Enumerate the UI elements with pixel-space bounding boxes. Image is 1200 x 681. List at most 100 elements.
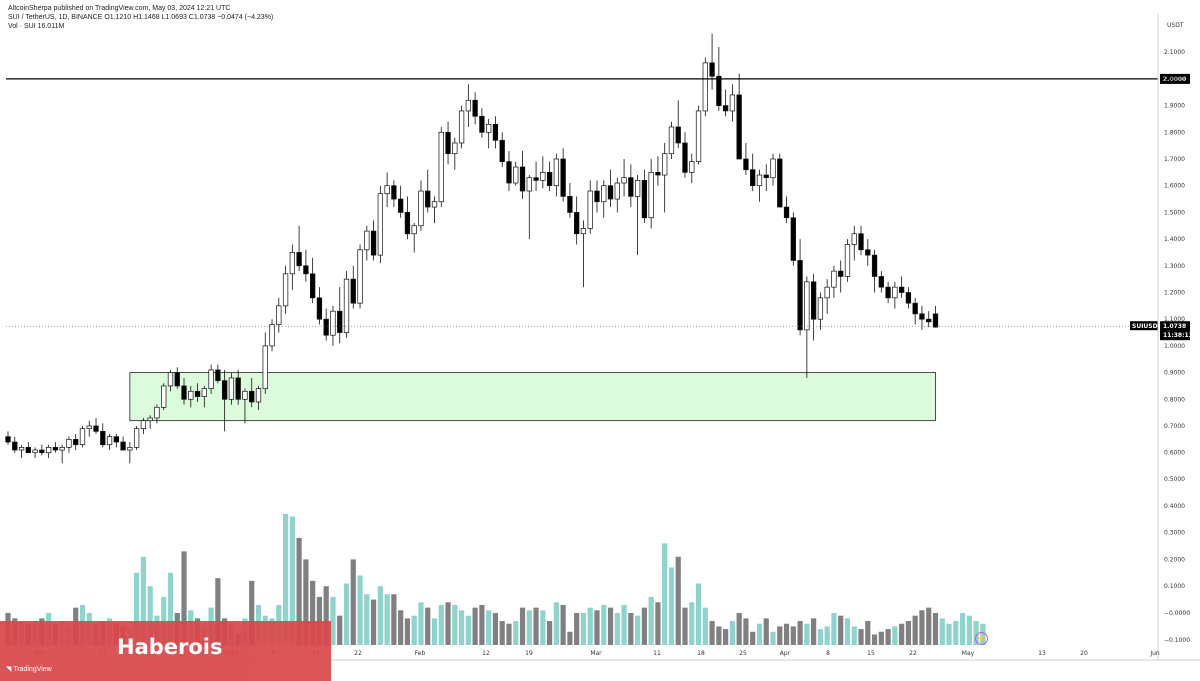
- candle-body: [614, 182, 620, 200]
- x-tick-label: Mar: [590, 650, 602, 657]
- candle-body: [777, 158, 783, 208]
- volume-bar: [384, 594, 390, 645]
- candle: [398, 185, 404, 218]
- volume-bar: [607, 607, 614, 645]
- last-price-tag: [1160, 321, 1190, 341]
- candle-body: [831, 270, 837, 288]
- candle-body: [323, 318, 329, 336]
- candle-body: [526, 177, 532, 192]
- volume-bar: [939, 618, 945, 645]
- candle: [425, 169, 431, 213]
- candle: [587, 180, 593, 234]
- candle: [452, 137, 458, 170]
- y-tick-label: 1.4000: [1164, 236, 1185, 243]
- candle-body: [25, 447, 31, 454]
- candle: [282, 265, 289, 314]
- candle: [844, 239, 851, 282]
- candle: [756, 169, 763, 202]
- currency-label: USDT: [1167, 22, 1184, 29]
- candle-body: [513, 166, 519, 184]
- candle: [614, 177, 620, 213]
- volume-bar: [465, 615, 471, 645]
- candle: [66, 436, 72, 453]
- candle-body: [147, 417, 153, 422]
- overlay-layer: 2.0000 SUIUSDT 1.0738 11:38:13: [6, 73, 1193, 341]
- resistance-tag: [1160, 73, 1190, 84]
- candle-body: [181, 385, 187, 400]
- y-tick-label: 0.9000: [1164, 370, 1185, 377]
- candle-body: [804, 281, 810, 331]
- volume-bar: [621, 604, 627, 645]
- candle: [662, 142, 668, 213]
- candle: [418, 180, 424, 232]
- y-tick-label: 0.4000: [1164, 503, 1185, 510]
- symbol-tag-label: SUIUSDT: [1132, 323, 1163, 330]
- candle: [364, 225, 370, 261]
- flash-icon[interactable]: ⚡: [975, 632, 988, 645]
- candle-body: [675, 126, 681, 144]
- candle: [289, 244, 295, 290]
- volume-bar: [723, 629, 729, 645]
- candle: [337, 287, 343, 344]
- candle-body: [249, 390, 255, 403]
- volume-bar: [790, 626, 796, 645]
- candle: [634, 175, 641, 256]
- x-tick-label: 25: [739, 650, 747, 657]
- volume-bar: [499, 621, 505, 645]
- candle: [384, 172, 390, 208]
- candle: [201, 385, 207, 408]
- volume-bar: [763, 618, 769, 645]
- candle-body: [208, 369, 214, 389]
- candle-body: [716, 75, 722, 106]
- volume-bar: [404, 618, 411, 645]
- volume-bar: [215, 578, 221, 645]
- candle-body: [607, 185, 614, 200]
- candle-body: [729, 94, 736, 112]
- candle: [330, 305, 336, 346]
- candle-body: [337, 310, 343, 333]
- y-tick-label: 1.0000: [1164, 343, 1185, 350]
- y-tick-label: 0.3000: [1164, 530, 1185, 537]
- candle: [851, 225, 857, 261]
- candle: [147, 415, 153, 429]
- volume-bar: [289, 516, 295, 645]
- candle: [100, 423, 106, 448]
- volume-bar: [370, 599, 377, 645]
- candle: [39, 444, 45, 456]
- candle-body: [905, 292, 912, 304]
- volume-bar: [932, 613, 939, 645]
- volume-bar: [337, 615, 343, 645]
- candle: [411, 223, 417, 253]
- candle: [513, 161, 519, 186]
- candle: [370, 220, 377, 261]
- candle-body: [133, 428, 140, 448]
- volume-bar: [959, 613, 966, 645]
- candle-body: [5, 436, 11, 443]
- candle: [458, 105, 465, 149]
- candle: [628, 164, 634, 208]
- candle: [743, 142, 749, 176]
- volume-bar: [418, 602, 424, 645]
- last-price-value: 1.0738: [1163, 323, 1186, 330]
- candle: [255, 385, 262, 410]
- volume-bar: [736, 613, 742, 645]
- candle: [506, 150, 512, 192]
- candle: [174, 367, 180, 389]
- candle: [59, 444, 65, 464]
- candle-body: [269, 324, 275, 347]
- candle: [777, 153, 783, 208]
- candle: [350, 265, 356, 309]
- candle: [797, 239, 803, 336]
- candle: [790, 212, 796, 266]
- candle: [567, 183, 573, 218]
- y-tick-label: 1.5000: [1164, 209, 1185, 216]
- candle-body: [167, 372, 174, 387]
- volume-bar: [438, 604, 444, 645]
- volume-bar: [303, 559, 309, 645]
- candle-body: [276, 305, 282, 325]
- candle: [553, 153, 560, 197]
- candle: [221, 369, 228, 432]
- candle-body: [560, 158, 566, 197]
- y-tick-label: 1.7000: [1164, 156, 1185, 163]
